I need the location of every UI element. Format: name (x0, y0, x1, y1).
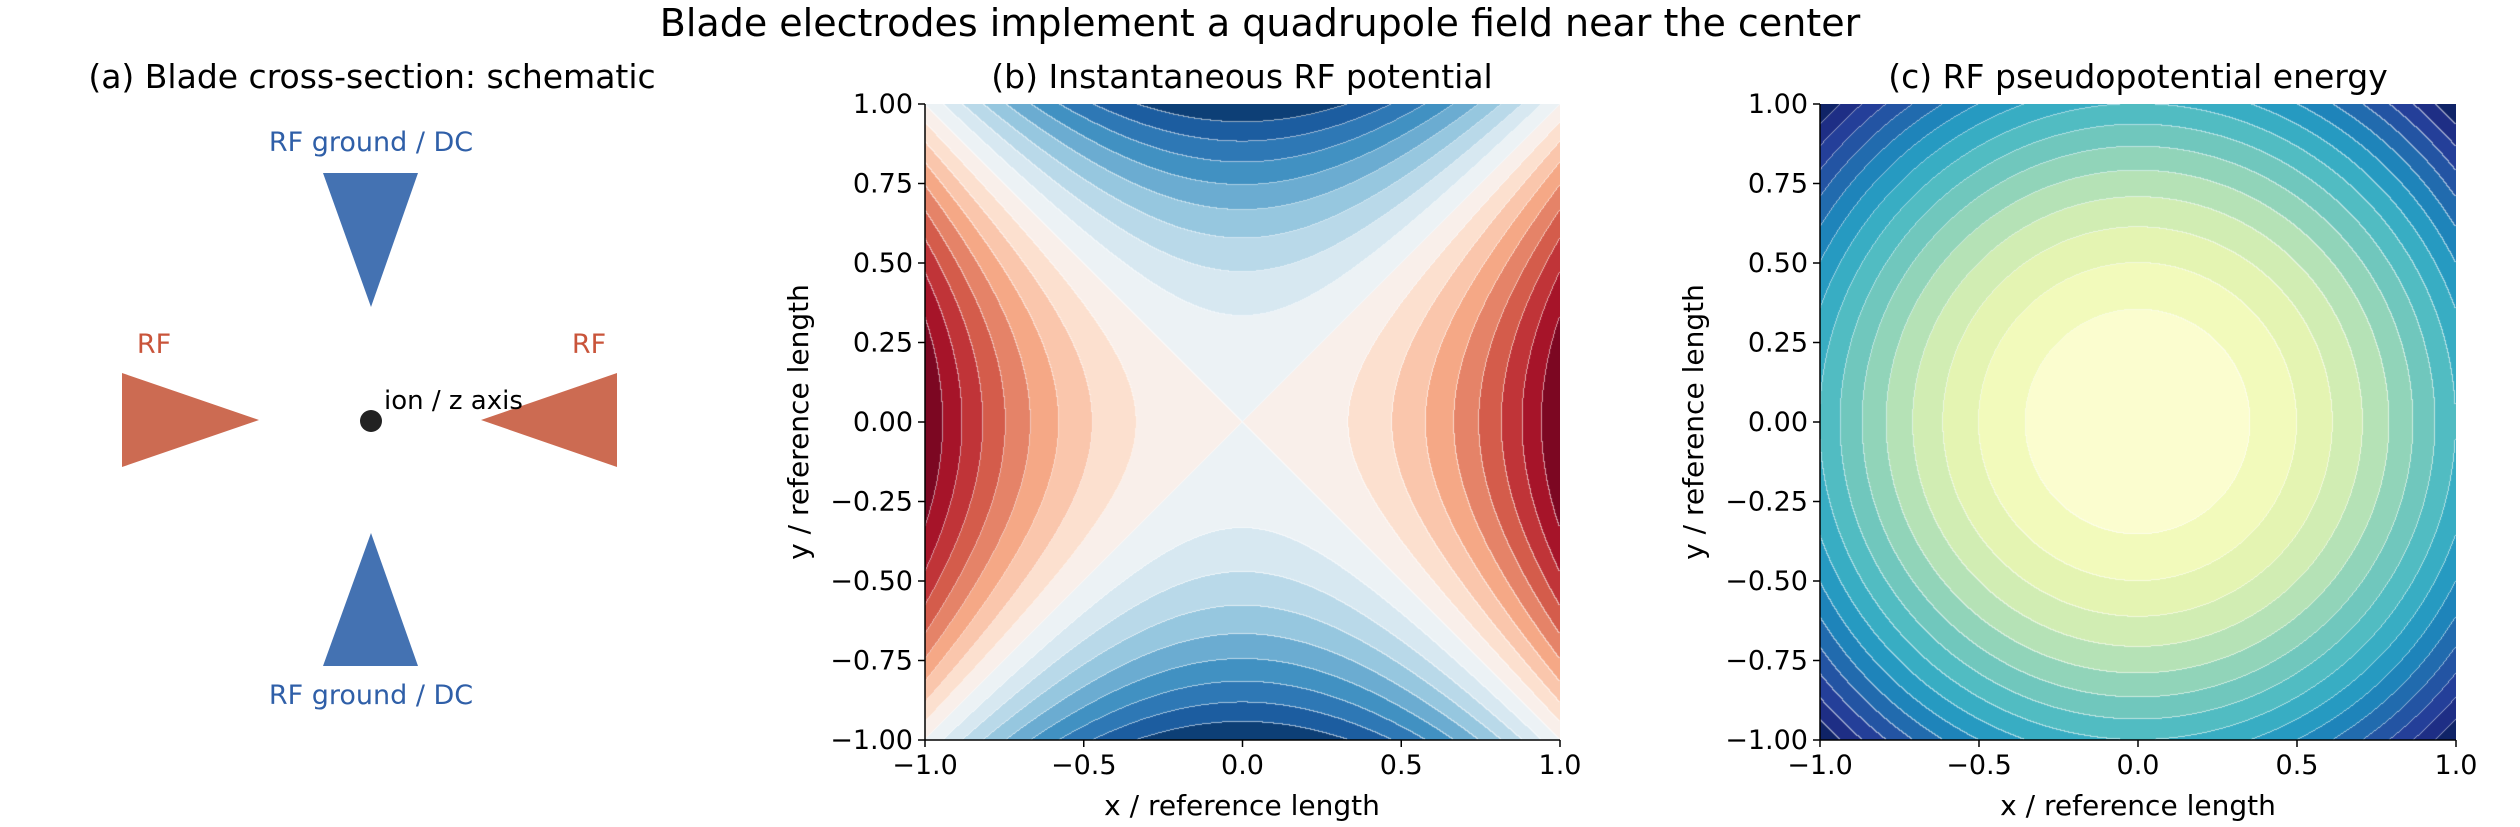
panel-c-pseudopotential: (c) RF pseudopotential energy −1.0 −0.5 0.… (1677, 57, 2477, 822)
panel-c-ylabel: y / reference length (1677, 284, 1710, 560)
y-tick-label: 1.00 (1748, 89, 1808, 120)
panel-b-ylabel: y / reference length (782, 284, 815, 560)
electrode-left-rf (122, 373, 259, 467)
y-tick-label: −0.25 (1725, 487, 1808, 518)
pseudopotential-heatmap (1820, 104, 2456, 740)
figure-suptitle: Blade electrodes implement a quadrupole … (660, 1, 1861, 45)
x-tick-label: 0.0 (1221, 750, 1264, 781)
panel-c-xlabel: x / reference length (2000, 789, 2276, 822)
x-tick-label: 1.0 (1539, 750, 1582, 781)
y-tick-label: 0.50 (1748, 248, 1808, 279)
electrode-top-ground (323, 173, 418, 307)
y-tick-label: 1.00 (853, 89, 913, 120)
ion-marker (360, 410, 382, 432)
x-tick-label: 0.0 (2117, 750, 2160, 781)
electrode-right-rf (481, 373, 617, 467)
y-tick-label: −0.50 (1725, 566, 1808, 597)
label-top-ground: RF ground / DC (269, 127, 473, 158)
panel-c-ticks: −1.0 −0.5 0.0 0.5 1.0 −1.00 −0.75 −0.50 −0.25 0.0… (1725, 89, 2477, 781)
label-bottom-ground: RF ground / DC (269, 680, 473, 711)
panel-b-title: (b) Instantaneous RF potential (991, 57, 1492, 96)
panel-a-title: (a) Blade cross-section: schematic (88, 57, 655, 96)
label-right-rf: RF (572, 329, 606, 360)
y-tick-label: 0.75 (1748, 169, 1808, 200)
y-tick-label: 0.25 (853, 328, 913, 359)
x-tick-label: 0.5 (1380, 750, 1423, 781)
y-tick-label: 0.00 (853, 407, 913, 438)
y-tick-label: −0.25 (830, 487, 913, 518)
x-tick-label: 1.0 (2435, 750, 2478, 781)
x-tick-label: −0.5 (1051, 750, 1117, 781)
y-tick-label: 0.50 (853, 248, 913, 279)
y-tick-label: 0.75 (853, 169, 913, 200)
y-tick-label: −1.00 (830, 725, 913, 756)
y-tick-label: 0.00 (1748, 407, 1808, 438)
rf-potential-heatmap (925, 104, 1560, 740)
electrode-bottom-ground (323, 533, 418, 666)
panel-c-title: (c) RF pseudopotential energy (1888, 57, 2388, 96)
y-tick-label: −0.75 (830, 646, 913, 677)
x-tick-label: −1.0 (1787, 750, 1853, 781)
label-left-rf: RF (137, 329, 171, 360)
panel-b-xlabel: x / reference length (1104, 789, 1380, 822)
y-tick-label: 0.25 (1748, 328, 1808, 359)
y-tick-label: −1.00 (1725, 725, 1808, 756)
panel-b-rf-potential: (b) Instantaneous RF potential −1.0 −0.5 0… (782, 57, 1581, 822)
x-tick-label: −1.0 (892, 750, 958, 781)
y-tick-label: −0.75 (1725, 646, 1808, 677)
panel-b-ticks: −1.0 −0.5 0.0 0.5 1.0 −1.00 −0.75 −0.50 −0.25 0.0… (830, 89, 1581, 781)
label-ion-axis: ion / z axis (384, 386, 523, 416)
panel-a-schematic: (a) Blade cross-section: schematic RF gr… (88, 57, 655, 711)
y-tick-label: −0.50 (830, 566, 913, 597)
x-tick-label: −0.5 (1946, 750, 2012, 781)
x-tick-label: 0.5 (2276, 750, 2319, 781)
